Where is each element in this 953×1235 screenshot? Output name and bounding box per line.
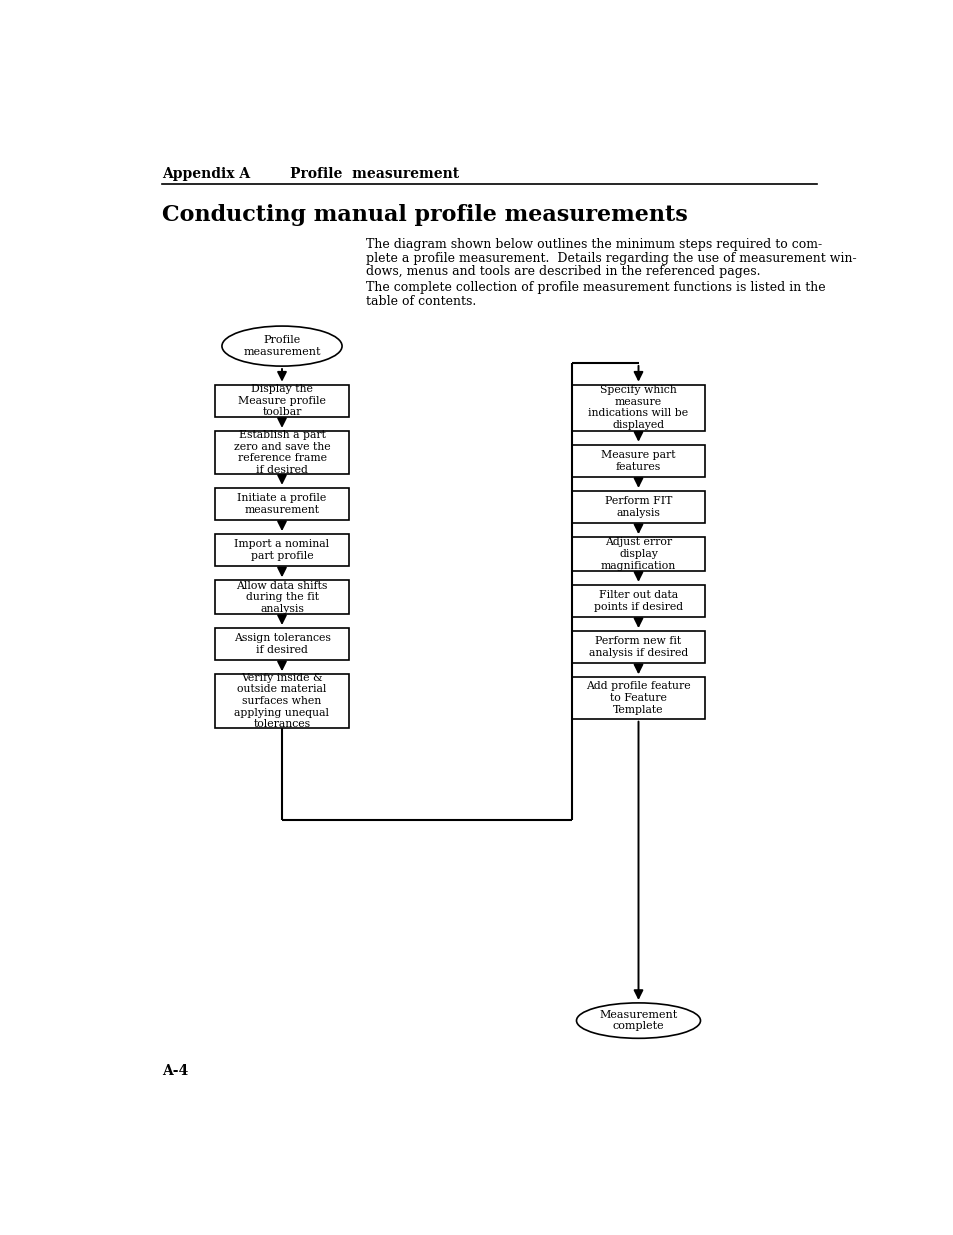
Text: Assign tolerances
if desired: Assign tolerances if desired: [233, 634, 330, 655]
Text: Conducting manual profile measurements: Conducting manual profile measurements: [162, 205, 687, 226]
Text: Establish a part
zero and save the
reference frame
if desired: Establish a part zero and save the refer…: [233, 430, 330, 474]
FancyBboxPatch shape: [571, 490, 704, 524]
FancyBboxPatch shape: [571, 384, 704, 431]
Text: Perform new fit
analysis if desired: Perform new fit analysis if desired: [588, 636, 687, 658]
Text: Specify which
measure
indications will be
displayed: Specify which measure indications will b…: [588, 385, 688, 430]
FancyBboxPatch shape: [215, 674, 348, 727]
FancyBboxPatch shape: [571, 537, 704, 571]
Text: The complete collection of profile measurement functions is listed in the: The complete collection of profile measu…: [365, 282, 824, 294]
FancyBboxPatch shape: [571, 445, 704, 477]
FancyBboxPatch shape: [215, 488, 348, 520]
FancyBboxPatch shape: [571, 585, 704, 618]
Ellipse shape: [222, 326, 342, 366]
Text: Import a nominal
part profile: Import a nominal part profile: [234, 540, 329, 561]
Text: Add profile feature
to Feature
Template: Add profile feature to Feature Template: [585, 682, 690, 715]
FancyBboxPatch shape: [215, 534, 348, 567]
Text: Adjust error
display
magnification: Adjust error display magnification: [600, 537, 676, 571]
Text: Appendix A: Appendix A: [162, 167, 250, 180]
Text: A-4: A-4: [162, 1063, 188, 1078]
Text: Filter out data
points if desired: Filter out data points if desired: [594, 590, 682, 611]
Text: table of contents.: table of contents.: [365, 295, 476, 308]
Text: dows, menus and tools are described in the referenced pages.: dows, menus and tools are described in t…: [365, 266, 760, 278]
Text: Profile
measurement: Profile measurement: [243, 335, 320, 357]
Text: Display the
Measure profile
toolbar: Display the Measure profile toolbar: [238, 384, 326, 417]
Ellipse shape: [576, 1003, 700, 1039]
Text: Allow data shifts
during the fit
analysis: Allow data shifts during the fit analysi…: [236, 580, 327, 614]
Text: Measurement
complete: Measurement complete: [598, 1010, 677, 1031]
Text: Profile  measurement: Profile measurement: [290, 167, 458, 180]
FancyBboxPatch shape: [215, 431, 348, 474]
Text: plete a profile measurement.  Details regarding the use of measurement win-: plete a profile measurement. Details reg…: [365, 252, 856, 264]
FancyBboxPatch shape: [215, 384, 348, 417]
Text: Verify inside &
outside material
surfaces when
applying unequal
tolerances: Verify inside & outside material surface…: [234, 673, 329, 729]
Text: Measure part
features: Measure part features: [600, 450, 675, 472]
Text: Initiate a profile
measurement: Initiate a profile measurement: [237, 493, 326, 515]
FancyBboxPatch shape: [215, 627, 348, 661]
Text: Perform FIT
analysis: Perform FIT analysis: [604, 496, 672, 517]
FancyBboxPatch shape: [571, 677, 704, 719]
FancyBboxPatch shape: [571, 631, 704, 663]
FancyBboxPatch shape: [215, 580, 348, 614]
Text: The diagram shown below outlines the minimum steps required to com-: The diagram shown below outlines the min…: [365, 238, 821, 251]
